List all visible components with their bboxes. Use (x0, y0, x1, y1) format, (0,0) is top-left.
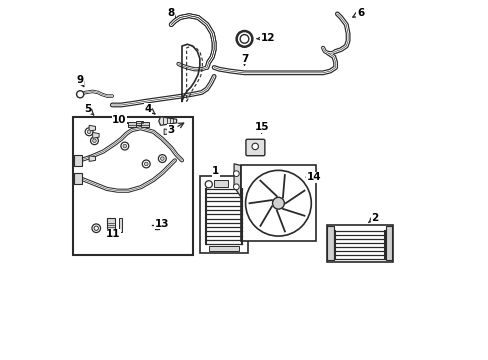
Text: 12: 12 (257, 33, 274, 43)
Bar (128, 122, 136, 127)
Bar (135, 121, 143, 125)
Text: 5: 5 (83, 104, 94, 115)
Bar (240, 166, 316, 241)
Circle shape (160, 157, 164, 160)
Bar (326, 225, 392, 262)
Bar (74, 155, 81, 166)
Circle shape (93, 139, 96, 143)
FancyBboxPatch shape (245, 139, 264, 156)
Circle shape (245, 170, 311, 236)
Bar (107, 218, 115, 232)
Bar (208, 246, 239, 251)
Circle shape (240, 35, 248, 43)
Polygon shape (89, 156, 95, 161)
Bar (74, 173, 81, 184)
Circle shape (121, 142, 128, 150)
Text: 7: 7 (240, 54, 248, 65)
Text: 15: 15 (254, 122, 268, 133)
Circle shape (158, 155, 166, 162)
Polygon shape (159, 117, 176, 125)
Polygon shape (234, 164, 240, 197)
Circle shape (144, 162, 148, 166)
Polygon shape (89, 125, 95, 131)
Bar (141, 122, 148, 127)
Bar (385, 226, 391, 260)
Polygon shape (164, 129, 170, 135)
Polygon shape (93, 132, 99, 138)
Text: 10: 10 (112, 115, 127, 125)
Text: 4: 4 (144, 104, 155, 114)
Bar (307, 173, 316, 181)
Text: 3: 3 (167, 123, 183, 135)
Circle shape (311, 174, 318, 180)
Bar (119, 218, 122, 232)
Circle shape (233, 184, 239, 190)
Bar (326, 226, 333, 260)
Circle shape (85, 128, 93, 136)
Bar (200, 176, 247, 253)
Circle shape (236, 31, 252, 47)
Circle shape (205, 181, 212, 188)
Circle shape (77, 91, 83, 98)
Text: 13: 13 (154, 219, 168, 229)
Circle shape (87, 130, 91, 134)
Text: 1: 1 (212, 166, 219, 177)
Circle shape (272, 197, 284, 209)
Text: 2: 2 (368, 212, 378, 222)
Circle shape (233, 171, 239, 176)
Text: 14: 14 (305, 172, 321, 182)
Circle shape (142, 160, 150, 168)
Circle shape (92, 224, 101, 233)
Text: 6: 6 (352, 8, 364, 18)
Text: 11: 11 (105, 229, 120, 239)
Text: 9: 9 (77, 75, 83, 87)
Circle shape (90, 137, 98, 145)
Circle shape (123, 144, 126, 148)
Circle shape (251, 143, 258, 150)
Bar (214, 180, 228, 187)
Text: 8: 8 (166, 8, 175, 18)
Bar (73, 117, 192, 255)
Circle shape (94, 226, 98, 230)
